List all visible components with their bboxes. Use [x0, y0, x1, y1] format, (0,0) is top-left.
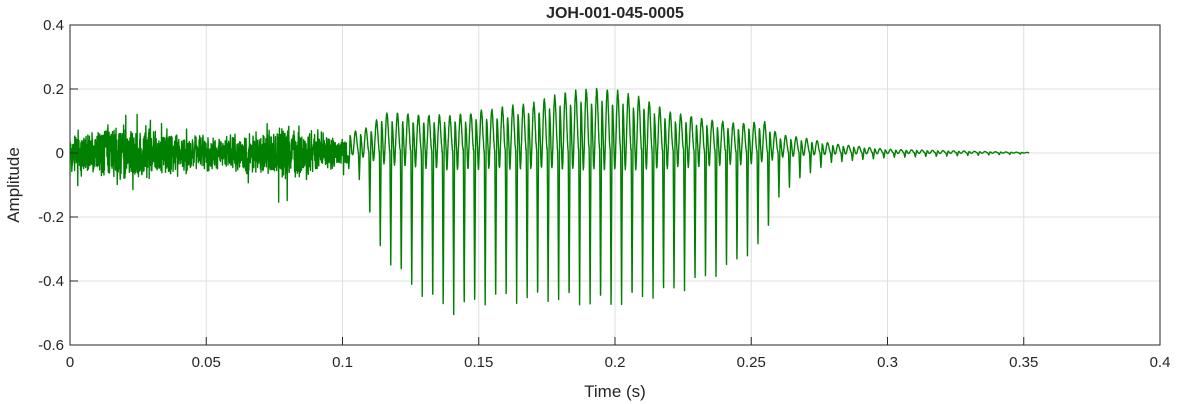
y-tick-label: -0.4 — [38, 273, 64, 290]
x-axis-ticks: 0 0.05 0.1 0.15 0.2 0.25 0.3 0.35 0.4 — [66, 337, 1171, 371]
y-tick-label: 0 — [56, 145, 64, 162]
waveform-line — [70, 87, 1030, 316]
x-tick-label: 0.25 — [737, 354, 766, 371]
y-axis-label: Amplitude — [4, 147, 23, 223]
y-tick-label: -0.6 — [38, 337, 64, 354]
x-tick-label: 0.1 — [332, 354, 353, 371]
y-tick-label: -0.2 — [38, 209, 64, 226]
x-tick-label: 0.4 — [1150, 354, 1171, 371]
x-tick-label: 0 — [66, 354, 74, 371]
y-tick-label: 0.2 — [43, 81, 64, 98]
x-axis-label: Time (s) — [584, 382, 646, 401]
x-tick-label: 0.15 — [464, 354, 493, 371]
y-axis-ticks: -0.6 -0.4 -0.2 0 0.2 0.4 — [38, 17, 78, 354]
x-tick-label: 0.35 — [1009, 354, 1038, 371]
chart-title: JOH-001-045-0005 — [546, 5, 684, 22]
x-tick-label: 0.05 — [192, 354, 221, 371]
x-tick-label: 0.2 — [605, 354, 626, 371]
x-tick-label: 0.3 — [877, 354, 898, 371]
y-tick-label: 0.4 — [43, 17, 64, 34]
grid-lines — [69, 24, 1161, 346]
